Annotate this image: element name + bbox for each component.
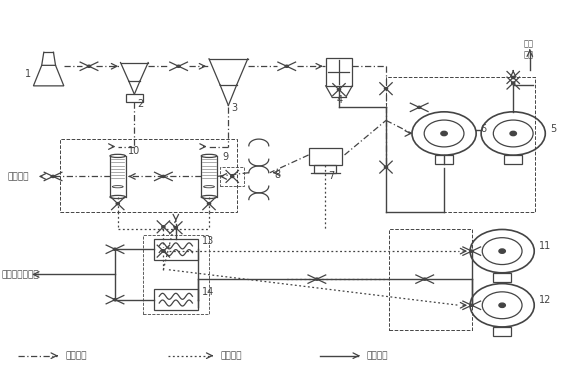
Circle shape	[470, 304, 473, 306]
Text: 6: 6	[481, 124, 486, 134]
Text: 14: 14	[202, 287, 215, 296]
Circle shape	[423, 278, 426, 280]
Circle shape	[207, 203, 211, 205]
Text: 8: 8	[274, 170, 280, 180]
Text: 11: 11	[539, 241, 551, 251]
Circle shape	[512, 77, 515, 78]
Circle shape	[116, 203, 119, 205]
Bar	[154, 239, 198, 260]
Circle shape	[231, 175, 234, 177]
Circle shape	[174, 227, 177, 229]
Circle shape	[470, 250, 473, 252]
Bar	[60, 139, 236, 212]
Text: 液体流向: 液体流向	[367, 351, 388, 360]
Circle shape	[162, 226, 165, 228]
Text: 12: 12	[539, 295, 551, 305]
Circle shape	[177, 65, 180, 67]
Bar	[493, 327, 511, 336]
Bar	[142, 235, 209, 314]
Circle shape	[385, 166, 387, 168]
Text: 气体流向: 气体流向	[65, 351, 87, 360]
Text: 9: 9	[222, 152, 229, 161]
Text: 7: 7	[328, 171, 334, 182]
Bar	[386, 77, 535, 212]
Circle shape	[162, 250, 165, 252]
Circle shape	[315, 278, 319, 280]
Text: 4: 4	[336, 95, 342, 105]
Circle shape	[113, 248, 117, 250]
Circle shape	[113, 299, 117, 301]
Text: 产品：高纯铊锭: 产品：高纯铊锭	[2, 270, 39, 279]
Bar	[435, 155, 453, 164]
Circle shape	[385, 88, 387, 90]
Bar	[220, 167, 244, 186]
Text: 2: 2	[137, 99, 144, 110]
Text: 达标排放: 达标排放	[7, 172, 29, 181]
Circle shape	[418, 106, 421, 108]
Text: 13: 13	[202, 236, 215, 246]
Bar	[154, 290, 198, 310]
Bar	[309, 149, 342, 165]
Text: 污水
处理: 污水 处理	[523, 40, 533, 59]
Text: 5: 5	[549, 124, 556, 134]
Circle shape	[51, 175, 55, 177]
Circle shape	[285, 65, 288, 67]
Text: 1: 1	[25, 69, 31, 80]
Circle shape	[337, 89, 341, 91]
Circle shape	[499, 249, 506, 253]
Bar	[493, 273, 511, 282]
Text: 10: 10	[128, 146, 141, 156]
Circle shape	[512, 82, 515, 84]
Bar	[126, 94, 143, 102]
Circle shape	[441, 131, 447, 136]
Circle shape	[499, 303, 506, 307]
Bar	[389, 229, 472, 330]
Circle shape	[510, 131, 516, 136]
Bar	[326, 58, 352, 86]
Circle shape	[87, 65, 91, 67]
Bar	[504, 155, 522, 164]
Bar	[314, 165, 336, 173]
Circle shape	[162, 175, 165, 177]
Text: 3: 3	[231, 103, 237, 113]
Text: 固体流向: 固体流向	[220, 351, 242, 360]
